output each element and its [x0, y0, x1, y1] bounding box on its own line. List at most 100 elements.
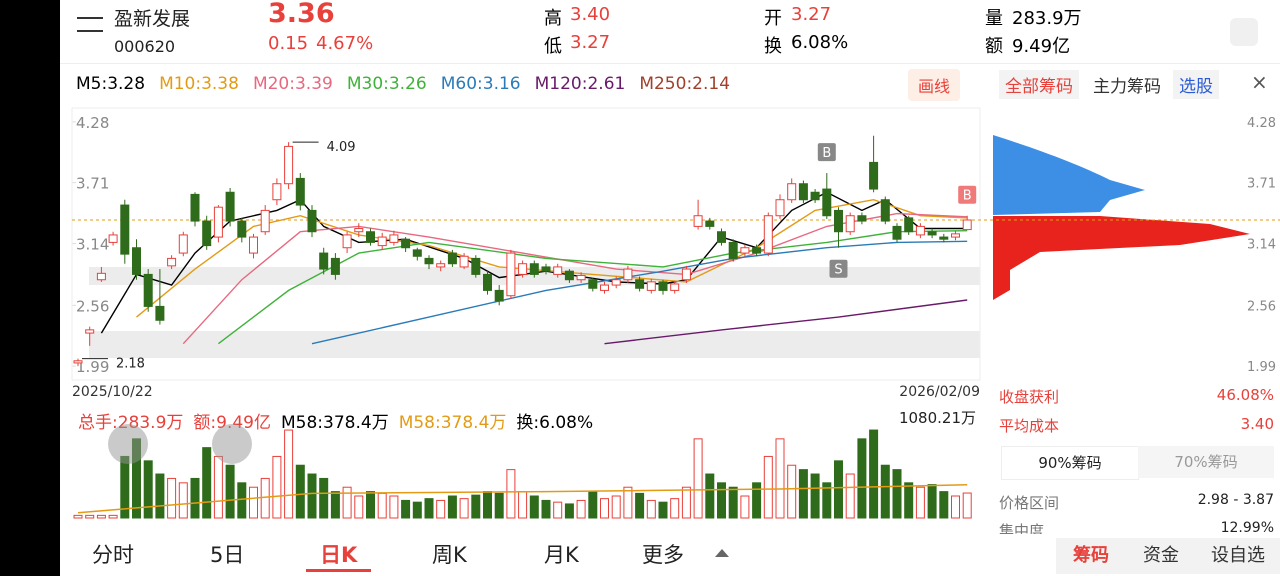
- volume-bar: [143, 460, 153, 519]
- volume-bar: [354, 495, 364, 519]
- volume-bar: [670, 498, 680, 519]
- volume-bar: [412, 501, 422, 519]
- candle-body: [939, 236, 949, 240]
- volume-bar: [775, 438, 785, 519]
- volume-bar: [705, 473, 715, 519]
- side-tick-label: 1.99: [1247, 360, 1276, 375]
- stat-label: 收盘获利: [999, 388, 1060, 406]
- volume-bar: [869, 429, 879, 519]
- candle-body: [494, 289, 504, 302]
- candle-body: [483, 273, 492, 291]
- annotation: 4.09: [327, 140, 356, 155]
- ma-label: M5:3.28: [76, 74, 146, 94]
- volume-bar: [576, 499, 586, 519]
- menu-icon[interactable]: [77, 17, 103, 19]
- side-tab[interactable]: 主力筹码: [1093, 77, 1161, 97]
- tab[interactable]: 5日: [210, 543, 245, 567]
- side-tab[interactable]: 选股: [1173, 70, 1219, 99]
- signal-badge: [958, 185, 977, 204]
- side-tab[interactable]: 全部筹码: [999, 70, 1079, 99]
- stat-label: 开: [764, 8, 782, 29]
- tab[interactable]: 月K: [544, 543, 579, 567]
- volume-bar: [295, 464, 305, 519]
- stat-value: 3.27: [791, 4, 832, 25]
- plot-frame: [71, 107, 981, 381]
- ma-label: M30:3.26: [346, 74, 427, 94]
- signal-label: S: [834, 263, 842, 278]
- volume-bar: [307, 473, 317, 519]
- ma-line: [604, 299, 968, 345]
- side-tick-label: 4.28: [1247, 116, 1276, 131]
- nav-next[interactable]: [212, 424, 252, 464]
- volume-bar: [389, 495, 399, 519]
- side-button[interactable]: 资金: [1126, 538, 1196, 574]
- candle-body: [424, 257, 434, 265]
- share-button[interactable]: [1230, 18, 1258, 46]
- stat-value: 283.9万: [1012, 8, 1082, 29]
- volume-bar: [693, 438, 703, 519]
- candle-body: [728, 241, 738, 259]
- candle-body: [717, 231, 726, 243]
- side-button[interactable]: 筹码: [1056, 538, 1126, 574]
- candle-body: [459, 255, 469, 268]
- candle-body: [307, 209, 317, 233]
- volume-bar: [763, 455, 773, 519]
- volume-bar: [834, 460, 843, 519]
- volume-bar: [951, 495, 960, 519]
- tab[interactable]: 分时: [92, 543, 134, 567]
- candle-body: [752, 247, 762, 254]
- candle-body: [951, 233, 960, 238]
- candle-body: [775, 199, 785, 217]
- candle-body: [132, 247, 141, 275]
- volume-bar: [845, 473, 855, 519]
- candle-body: [798, 183, 808, 201]
- volume-bar: [401, 499, 411, 519]
- volume-label: 换:6.08%: [516, 413, 594, 433]
- candle-body: [857, 215, 867, 222]
- stat-label: 换: [764, 36, 782, 57]
- chip-loss: [993, 216, 1250, 300]
- stat-value: 9.49亿: [1012, 36, 1071, 57]
- tab[interactable]: 周K: [432, 543, 467, 567]
- candle-body: [892, 225, 902, 240]
- y-tick-label: 4.28: [76, 114, 109, 132]
- stat-label: 量: [985, 8, 1003, 29]
- volume-bar: [564, 503, 574, 519]
- tab[interactable]: 日K: [306, 539, 372, 572]
- candle-body: [529, 263, 539, 275]
- tab[interactable]: 更多: [642, 543, 684, 567]
- candle-body: [915, 225, 925, 236]
- volume-bar: [623, 486, 633, 519]
- volume-bar: [857, 438, 867, 519]
- side-button[interactable]: 设自选: [1196, 538, 1280, 574]
- volume-bar: [155, 473, 165, 519]
- volume-bar: [904, 482, 914, 519]
- candle-body: [611, 279, 621, 286]
- candle-body: [588, 279, 598, 289]
- nav-prev[interactable]: [108, 424, 148, 464]
- volume-bar: [483, 491, 492, 519]
- toggle[interactable]: 70%筹码: [1138, 446, 1274, 478]
- candle-body: [693, 215, 703, 227]
- candle-body: [506, 252, 516, 297]
- stat-value: 3.40: [1240, 415, 1274, 433]
- y-tick-label: 3.71: [76, 175, 109, 193]
- candle-body: [740, 247, 750, 254]
- candle-body: [576, 274, 586, 281]
- stat-label: 低: [544, 36, 562, 57]
- volume-bar: [342, 486, 352, 519]
- volume-bar: [728, 486, 738, 519]
- draw-button[interactable]: 画线: [908, 69, 961, 101]
- ma-legend: M5:3.28 M10:3.38 M20:3.39 M30:3.26 M60:3.16 M…: [76, 74, 730, 94]
- volume-bar: [939, 491, 949, 519]
- volume-bar: [284, 429, 294, 519]
- stat-value: 2.98 - 3.87: [1197, 492, 1274, 508]
- candle-body: [284, 145, 294, 185]
- signal-badge: [829, 259, 848, 278]
- candle-body: [658, 281, 668, 291]
- volume-bar: [73, 514, 83, 519]
- signal-label: B: [963, 189, 972, 204]
- candle-body: [354, 228, 364, 233]
- change-pct: 4.67%: [316, 33, 374, 54]
- candle-body: [225, 191, 235, 222]
